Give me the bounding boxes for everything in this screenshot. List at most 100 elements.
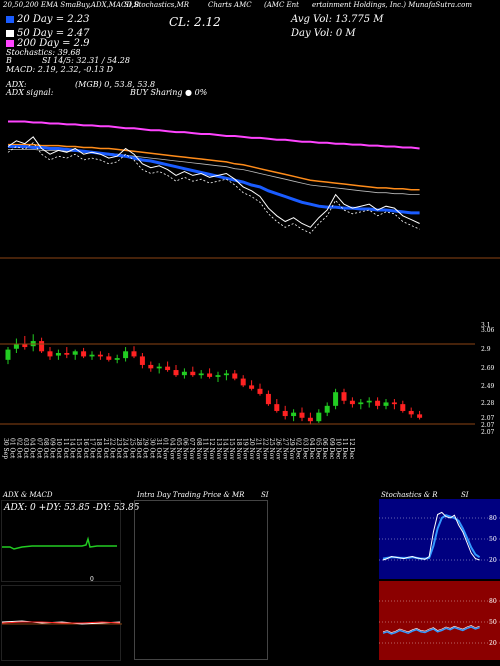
candle-body (106, 356, 112, 360)
ema50-swatch (6, 30, 14, 37)
si-readout: SI 14/5: 32.31 / 54.28 (42, 56, 130, 65)
date-tick: 07 Nov (188, 438, 195, 460)
date-tick: 28 Oct (135, 438, 142, 459)
stochastics-readout: Stochastics: 39.68 (6, 48, 81, 57)
candle-body (13, 344, 19, 349)
candle-body (375, 400, 381, 406)
buy-signal: BUY Sharing ● 0% (130, 88, 208, 97)
date-tick: 09 Dec (328, 438, 335, 460)
price-tick: 2.07 (481, 429, 495, 436)
date-tick: 07 Oct (35, 438, 42, 459)
date-tick: 22 Oct (108, 438, 115, 459)
rsi-layer: 80 50 20 (379, 598, 500, 647)
stoch-panel-title: Stochastics & R (381, 491, 438, 499)
price-tick: 2.28 (481, 400, 495, 407)
price-axis: 3.13.062.92.692.492.282.072.072.07 (481, 322, 495, 436)
date-tick: 27 Nov (281, 438, 288, 460)
date-tick: 04 Oct (29, 438, 36, 459)
candle-body (55, 353, 61, 356)
candle-body (341, 392, 347, 401)
date-tick: 06 Nov (182, 438, 189, 460)
date-tick: 05 Dec (315, 438, 322, 460)
stoch-k-line (382, 511, 480, 561)
price-tick: 3.06 (481, 327, 495, 334)
date-tick: 22 Nov (261, 438, 268, 460)
candle-body (215, 375, 221, 377)
date-tick: 21 Oct (102, 438, 109, 459)
date-tick: 05 Nov (175, 438, 182, 460)
date-tick: 02 Dec (295, 438, 302, 460)
adx-label: ADX: (6, 80, 27, 89)
candle-body (72, 351, 78, 355)
adx-subpanel: ADX: 0 +DY: 53.85 -DY: 53.85 0 (1, 500, 139, 583)
candle-body (349, 400, 355, 405)
price-tick: 2.69 (481, 365, 495, 372)
date-tick: 15 Oct (75, 438, 82, 459)
b-label: B (6, 56, 12, 65)
macd-line (1, 620, 121, 625)
candle-body (249, 385, 255, 389)
candle-body (131, 351, 137, 357)
candle-body (232, 373, 238, 379)
stoch-panel: 80 50 20 80 50 20 (379, 499, 500, 660)
ema20-legend: 20 Day = 2.23 (6, 14, 90, 25)
ema200-line (8, 120, 420, 150)
date-tick: 11 Dec (341, 438, 348, 460)
close-dotted-line (7, 142, 420, 234)
candle-body (282, 410, 288, 417)
date-tick: 11 Nov (202, 438, 209, 460)
date-tick: 25 Oct (128, 438, 135, 459)
candle-body (47, 351, 53, 357)
ema50-legend: 50 Day = 2.47 (6, 28, 90, 39)
candle-body (274, 404, 280, 411)
adx-panel-title: ADX & MACD (3, 491, 53, 499)
candle-body (22, 344, 28, 348)
date-tick: 23 Oct (115, 438, 122, 459)
price-tick: 3.1 (481, 322, 491, 329)
header-site: ertainment Holdings, Inc.) MunafaSutra.c… (312, 1, 472, 9)
date-axis: 30 Sep 01 Oct 02 Oct 03 Oct 04 Oct 07 Oct 08 O… (2, 438, 355, 460)
adx-readout: ADX: 0 +DY: 53.85 -DY: 53.85 (4, 503, 140, 513)
date-tick: 01 Oct (9, 438, 16, 459)
date-tick: 17 Oct (88, 438, 95, 459)
candle-body (198, 373, 204, 376)
ema200-legend: 200 Day = 2.9 (6, 38, 90, 49)
candle-body (240, 378, 246, 386)
candle-layer (5, 334, 423, 425)
date-tick: 03 Dec (301, 438, 308, 460)
ema50-band-line (8, 148, 420, 196)
candle-body (408, 410, 414, 415)
avg-volume: Avg Vol: 13.775 M (291, 14, 384, 25)
header-ticker: Charts AMC (208, 1, 252, 9)
price-tick: 2.9 (481, 346, 491, 353)
adx-line (2, 536, 117, 550)
stoch-tick: 20 (489, 557, 497, 564)
close-line (7, 136, 420, 228)
candle-body (400, 404, 406, 411)
price-tick: 2.49 (481, 383, 495, 390)
macd-signal-line (1, 621, 121, 624)
header-line-1: 20,50,200 EMA SmaBuy,ADX,MACD,B (3, 1, 140, 9)
rsi-tick: 20 (489, 640, 497, 647)
candle-body (173, 370, 179, 376)
candle-body (366, 400, 372, 403)
date-tick: 15 Nov (228, 438, 235, 460)
date-tick: 24 Oct (122, 438, 129, 459)
date-tick: 19 Nov (241, 438, 248, 460)
rsi-bg (379, 581, 500, 660)
ema200-swatch (6, 40, 14, 47)
candle-body (64, 353, 70, 355)
date-tick: 10 Dec (335, 438, 342, 460)
date-tick: 04 Dec (308, 438, 315, 460)
candle-body (223, 373, 229, 376)
main-chart: 3.13.062.92.692.492.282.072.072.07 30 Se… (0, 120, 500, 460)
adx-marker: 0 (90, 576, 94, 583)
candle-body (81, 351, 87, 357)
date-tick: 12 Dec (348, 438, 355, 460)
mr-panel-title: Intra Day Trading Price & MR (137, 491, 245, 499)
date-tick: 11 Oct (62, 438, 69, 459)
date-tick: 08 Oct (42, 438, 49, 459)
date-tick: 14 Oct (69, 438, 76, 459)
day-volume: Day Vol: 0 M (291, 28, 356, 39)
date-tick: 26 Nov (275, 438, 282, 460)
